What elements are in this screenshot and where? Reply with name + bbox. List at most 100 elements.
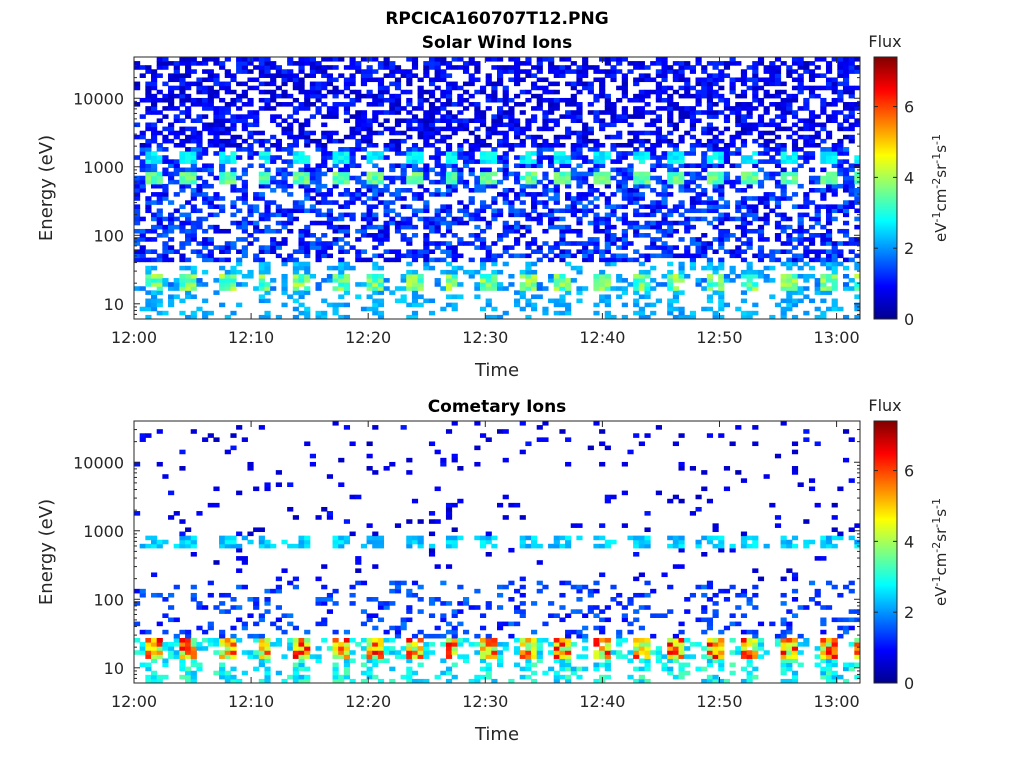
heatmap-cell: [695, 245, 702, 250]
heatmap-cell: [837, 163, 844, 169]
heatmap-cell: [627, 114, 634, 119]
heatmap-cell: [168, 282, 175, 287]
heatmap-cell: [780, 314, 787, 320]
heatmap-cell: [774, 200, 782, 205]
heatmap-cell: [230, 650, 237, 655]
heatmap-cell: [820, 188, 827, 193]
heatmap-cell: [491, 93, 498, 99]
heatmap-cell: [315, 138, 322, 144]
heatmap-cell: [400, 179, 407, 185]
heatmap-cell: [791, 69, 799, 74]
heatmap-cell: [621, 167, 628, 173]
heatmap-cell: [582, 138, 589, 144]
heatmap-cell: [508, 200, 515, 205]
heatmap-cell: [553, 175, 560, 181]
heatmap-cell: [695, 171, 702, 177]
heatmap-cell: [604, 122, 611, 128]
heatmap-cell: [162, 196, 169, 201]
heatmap-cell: [735, 151, 742, 156]
heatmap-cell: [565, 183, 572, 189]
heatmap-cell: [394, 588, 402, 594]
heatmap-cell: [434, 171, 441, 177]
heatmap-cell: [706, 261, 714, 267]
heatmap-cell: [377, 237, 385, 242]
heatmap-cell: [377, 151, 385, 156]
heatmap-cell: [803, 102, 810, 107]
heatmap-cell: [791, 302, 799, 308]
heatmap-cell: [757, 200, 765, 205]
heatmap-cell: [536, 200, 543, 205]
heatmap-cell: [689, 241, 697, 246]
heatmap-cell: [394, 249, 402, 254]
heatmap-cell: [462, 155, 470, 160]
heatmap-cell: [854, 261, 861, 267]
heatmap-cell: [434, 69, 441, 74]
heatmap-cell: [638, 171, 645, 177]
heatmap-cell: [831, 216, 838, 222]
heatmap-cell: [423, 678, 430, 684]
heatmap-cell: [173, 142, 180, 148]
heatmap-cell: [247, 273, 254, 279]
heatmap-cell: [570, 208, 577, 214]
heatmap-cell: [360, 212, 368, 218]
heatmap-cell: [655, 118, 662, 123]
heatmap-cell: [786, 302, 793, 308]
heatmap-cell: [366, 65, 373, 70]
heatmap-cell: [644, 314, 651, 320]
heatmap-cell: [411, 114, 419, 119]
heatmap-cell: [247, 122, 254, 128]
heatmap-cell: [428, 298, 436, 304]
heatmap-cell: [372, 233, 379, 238]
heatmap-cell: [633, 65, 640, 70]
heatmap-cell: [281, 220, 288, 226]
heatmap-cell: [825, 183, 833, 189]
heatmap-cell: [343, 282, 351, 287]
heatmap-cell: [281, 147, 288, 152]
heatmap-cell: [145, 543, 152, 549]
heatmap-cell: [803, 237, 810, 242]
heatmap-cell: [423, 89, 430, 95]
heatmap-cell: [672, 147, 679, 152]
heatmap-cell: [377, 77, 385, 83]
heatmap-cell: [536, 159, 543, 164]
heatmap-cell: [139, 175, 146, 181]
heatmap-cell: [797, 118, 804, 123]
heatmap-cell: [525, 126, 532, 132]
heatmap-cell: [304, 265, 311, 271]
heatmap-cell: [292, 179, 299, 185]
heatmap-cell: [638, 233, 645, 238]
heatmap-cell: [168, 102, 175, 107]
heatmap-cell: [548, 81, 555, 87]
heatmap-cell: [757, 118, 765, 123]
heatmap-cell: [808, 61, 816, 66]
heatmap-cell: [139, 629, 146, 635]
heatmap-cell: [786, 110, 793, 115]
heatmap-cell: [213, 126, 220, 132]
heatmap-cell: [355, 61, 362, 66]
heatmap-cell: [134, 228, 141, 234]
heatmap-cell: [542, 212, 549, 218]
heatmap-cell: [332, 57, 339, 62]
heatmap-cell: [570, 241, 577, 246]
heatmap-cell: [151, 212, 158, 218]
heatmap-cell: [718, 73, 725, 78]
heatmap-cell: [253, 208, 260, 214]
heatmap-cell: [179, 171, 186, 177]
heatmap-cell: [372, 646, 379, 651]
heatmap-cell: [394, 81, 402, 87]
heatmap-cell: [854, 286, 861, 291]
heatmap-cell: [655, 126, 662, 132]
heatmap-cell: [134, 461, 141, 467]
heatmap-cell: [740, 171, 748, 177]
heatmap-cell: [791, 257, 799, 263]
heatmap-cell: [196, 61, 203, 66]
heatmap-cell: [332, 273, 339, 279]
heatmap-cell: [440, 106, 447, 111]
heatmap-cell: [355, 282, 362, 287]
heatmap-cell: [151, 85, 158, 91]
heatmap-cell: [179, 654, 186, 659]
heatmap-cell: [814, 175, 821, 181]
heatmap-cell: [701, 81, 708, 87]
heatmap-cell: [185, 183, 192, 189]
heatmap-cell: [400, 89, 407, 95]
